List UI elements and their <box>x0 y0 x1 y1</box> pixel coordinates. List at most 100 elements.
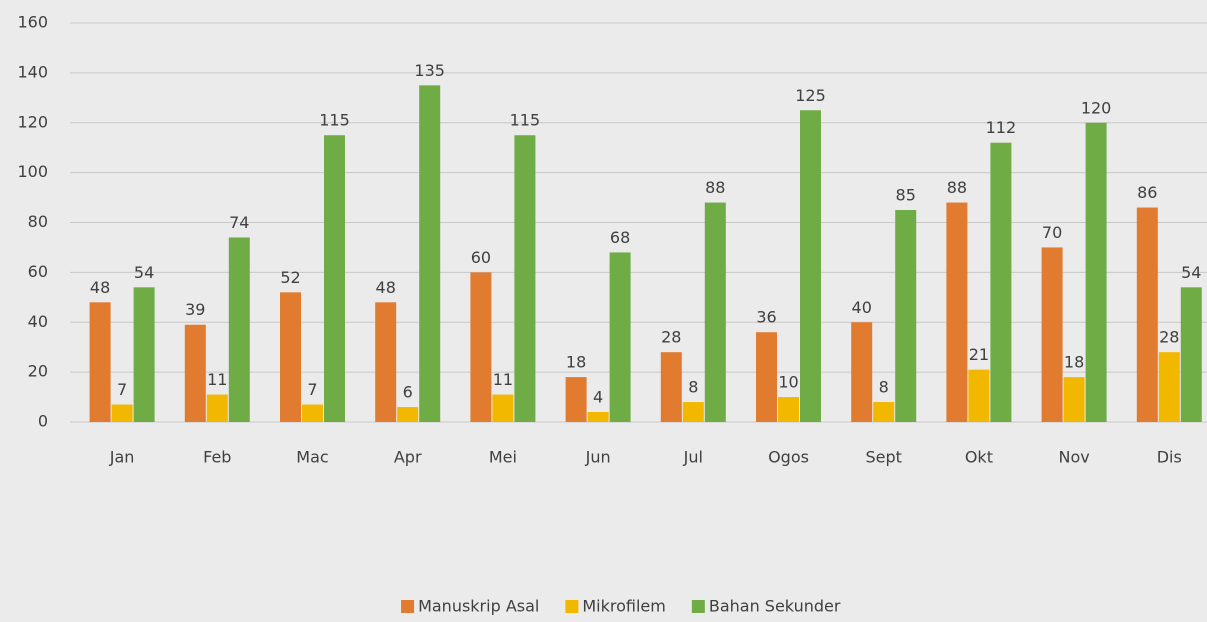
bar <box>228 237 250 422</box>
data-label: 10 <box>778 373 798 392</box>
data-label: 7 <box>307 380 317 399</box>
data-label: 36 <box>756 308 776 327</box>
x-tick-label: Jun <box>585 448 611 467</box>
bar <box>800 110 821 422</box>
data-label: 18 <box>1064 353 1084 372</box>
data-label: 125 <box>795 86 826 105</box>
data-label: 74 <box>229 213 249 232</box>
bar <box>111 404 133 422</box>
x-tick-label: Mei <box>489 448 517 467</box>
bar <box>302 404 323 422</box>
bar <box>397 407 419 422</box>
data-label: 88 <box>947 178 967 197</box>
x-tick-label: Apr <box>394 448 422 467</box>
bar <box>756 332 777 422</box>
y-tick-label: 40 <box>28 312 48 331</box>
data-label: 135 <box>414 61 445 80</box>
data-label: 21 <box>969 345 989 364</box>
data-label: 28 <box>661 328 681 347</box>
data-label: 68 <box>610 228 630 247</box>
bar <box>133 287 155 422</box>
data-label: 60 <box>471 248 491 267</box>
data-label: 115 <box>510 111 541 130</box>
bar <box>609 252 631 422</box>
data-label: 8 <box>879 378 889 397</box>
bar <box>968 369 990 422</box>
data-label: 28 <box>1159 328 1179 347</box>
data-label: 6 <box>403 383 413 402</box>
data-label: 115 <box>319 111 350 130</box>
x-tick-label: Mac <box>296 448 328 467</box>
x-tick-label: Jul <box>683 448 703 467</box>
bar <box>778 397 799 422</box>
bar <box>990 142 1012 422</box>
bar <box>946 202 968 422</box>
bar <box>1041 247 1063 422</box>
bar <box>514 135 536 422</box>
bar <box>375 302 397 422</box>
data-label: 48 <box>90 278 110 297</box>
data-label: 54 <box>1181 263 1201 282</box>
data-label: 40 <box>852 298 872 317</box>
y-tick-label: 120 <box>17 112 48 131</box>
legend-label: Bahan Sekunder <box>709 597 841 616</box>
data-label: 8 <box>688 378 698 397</box>
x-tick-label: Okt <box>965 448 993 467</box>
data-label: 39 <box>185 300 205 319</box>
x-tick-label: Sept <box>865 448 901 467</box>
legend-swatch <box>401 600 415 613</box>
x-tick-label: Feb <box>203 448 231 467</box>
bar <box>895 210 917 422</box>
bar <box>206 394 228 422</box>
data-label: 86 <box>1137 183 1157 202</box>
legend-swatch <box>691 600 705 613</box>
bar <box>1063 377 1085 422</box>
bar <box>565 377 587 422</box>
legend: Manuskrip Asal Mikrofilem Bahan Sekunder <box>401 597 841 616</box>
y-tick-label: 20 <box>28 362 48 381</box>
data-label: 48 <box>376 278 396 297</box>
data-label: 7 <box>117 380 127 399</box>
data-label: 112 <box>986 118 1017 137</box>
x-tick-label: Nov <box>1058 448 1089 467</box>
bar <box>660 352 682 422</box>
bar <box>587 412 609 422</box>
data-label: 11 <box>207 370 227 389</box>
bar <box>704 202 726 422</box>
y-tick-label: 140 <box>17 62 48 81</box>
legend-label: Mikrofilem <box>582 597 665 616</box>
bar <box>324 135 345 422</box>
data-label: 11 <box>493 370 513 389</box>
bar <box>873 402 895 422</box>
bar <box>89 302 111 422</box>
y-tick-label: 160 <box>17 13 48 32</box>
bar <box>280 292 301 422</box>
data-label: 18 <box>566 353 586 372</box>
bar <box>470 272 492 422</box>
bar <box>1136 207 1158 422</box>
bar <box>419 85 441 422</box>
bar <box>1158 352 1180 422</box>
data-label: 4 <box>593 388 603 407</box>
x-tick-label: Jan <box>109 448 135 467</box>
data-label: 54 <box>134 263 154 282</box>
legend-swatch <box>565 600 579 613</box>
legend-label: Manuskrip Asal <box>418 597 539 616</box>
bar <box>1180 287 1202 422</box>
bar <box>492 394 514 422</box>
data-label: 52 <box>280 268 300 287</box>
bar <box>1085 122 1107 422</box>
data-label: 70 <box>1042 223 1062 242</box>
y-tick-label: 0 <box>38 412 48 431</box>
data-label: 85 <box>896 186 916 205</box>
y-tick-label: 60 <box>28 262 48 281</box>
data-label: 120 <box>1081 98 1112 117</box>
x-tick-label: Ogos <box>768 448 809 467</box>
data-label: 88 <box>705 178 725 197</box>
y-tick-label: 80 <box>28 212 48 231</box>
y-tick-label: 100 <box>17 162 48 181</box>
bar <box>851 322 873 422</box>
bar <box>184 324 206 422</box>
